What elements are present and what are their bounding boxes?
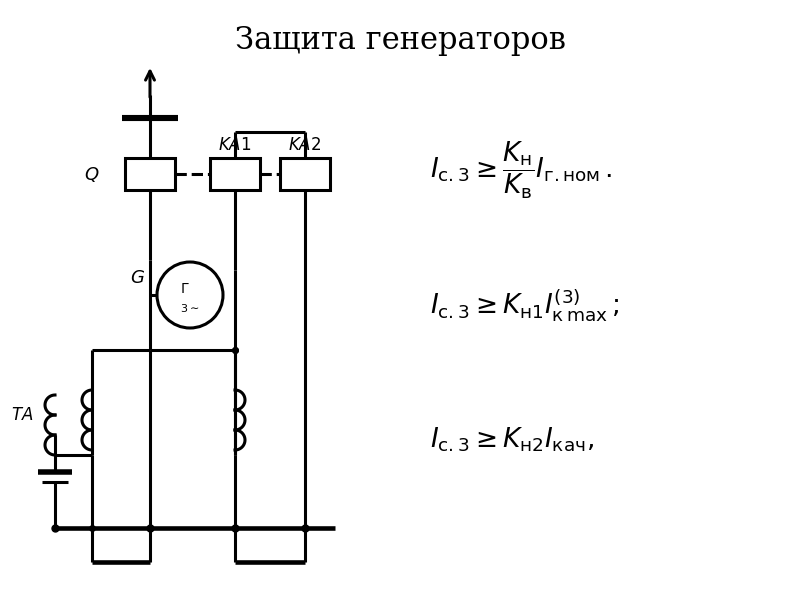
Text: $I_{\mathrm{c.3}} \geq \dfrac{K_{\mathrm{н}}}{K_{\mathrm{в}}} I_{\mathrm{г.ном}}: $I_{\mathrm{c.3}} \geq \dfrac{K_{\mathrm…: [430, 139, 613, 200]
Text: Защита генераторов: Защита генераторов: [234, 25, 566, 55]
Bar: [280, 158, 330, 190]
Text: $Q$: $Q$: [84, 166, 100, 185]
Text: $3{\sim}$: $3{\sim}$: [180, 302, 200, 314]
Text: $KA1$: $KA1$: [218, 136, 252, 154]
Text: $I_{\mathrm{c.3}} \geq K_{\mathrm{н2}} I_{\mathrm{кач}},$: $I_{\mathrm{c.3}} \geq K_{\mathrm{н2}} I…: [430, 426, 594, 454]
Text: $\Gamma$: $\Gamma$: [180, 282, 190, 296]
Text: $I_{\mathrm{c.3}} \geq K_{\mathrm{н1}} I_{\mathrm{к\,max}}^{(3)}\,;$: $I_{\mathrm{c.3}} \geq K_{\mathrm{н1}} I…: [430, 287, 619, 323]
Text: $TA$: $TA$: [11, 407, 33, 424]
Text: $KA2$: $KA2$: [288, 136, 322, 154]
Text: $G$: $G$: [130, 269, 146, 287]
Bar: [125, 158, 175, 190]
Circle shape: [157, 262, 223, 328]
Bar: [210, 158, 260, 190]
